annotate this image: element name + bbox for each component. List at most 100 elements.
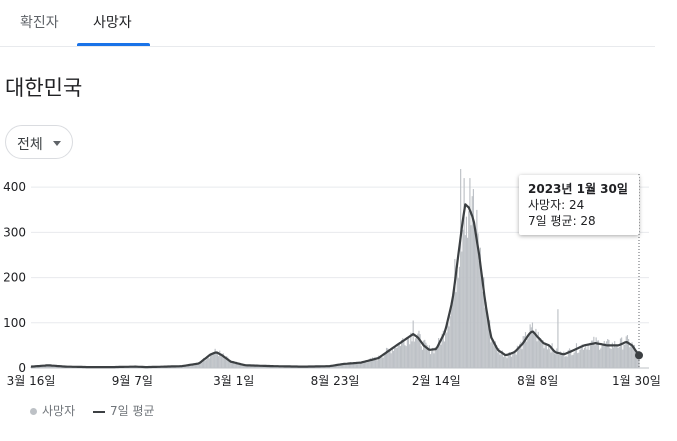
daily-bar xyxy=(224,357,227,368)
daily-bar xyxy=(502,356,505,368)
tab-deaths[interactable]: 사망자 xyxy=(93,15,132,31)
daily-bar xyxy=(473,225,476,368)
daily-bar xyxy=(571,355,573,368)
x-tick-label: 9월 7일 xyxy=(112,374,153,388)
daily-bar xyxy=(411,341,413,368)
daily-bar xyxy=(333,365,335,368)
chart-tooltip: 2023년 1월 30일 사망자: 24 7일 평균: 28 xyxy=(519,175,639,235)
daily-bar xyxy=(464,235,466,368)
x-tick-label: 8월 23일 xyxy=(311,374,360,388)
daily-bar xyxy=(497,352,499,368)
daily-bar xyxy=(505,356,507,368)
daily-bar xyxy=(345,364,347,368)
daily-bar xyxy=(407,337,410,368)
daily-bar xyxy=(50,365,52,368)
x-tick-label: 3월 1일 xyxy=(213,374,254,388)
daily-bar xyxy=(593,336,595,368)
daily-bar xyxy=(339,365,341,368)
daily-bar xyxy=(187,365,190,368)
daily-bar xyxy=(498,348,500,368)
daily-bar xyxy=(200,362,202,368)
daily-bar xyxy=(265,366,267,368)
daily-bar xyxy=(391,348,393,368)
daily-bar xyxy=(197,363,199,368)
daily-bar xyxy=(438,338,440,368)
daily-bar xyxy=(457,278,459,368)
daily-bar xyxy=(629,347,631,368)
daily-bar xyxy=(53,366,55,368)
daily-bar xyxy=(485,302,487,368)
daily-bar xyxy=(54,366,56,368)
daily-bar xyxy=(412,320,414,368)
average-line xyxy=(30,203,640,369)
daily-bar xyxy=(346,363,348,368)
daily-bar xyxy=(608,339,610,368)
daily-bar xyxy=(605,341,608,368)
daily-bar xyxy=(395,347,397,368)
daily-bar xyxy=(384,354,386,368)
daily-bar xyxy=(522,336,524,368)
daily-bar xyxy=(487,321,490,368)
filter-dropdown[interactable]: 전체 xyxy=(5,125,73,159)
tab-cases[interactable]: 확진자 xyxy=(20,15,59,31)
daily-bar xyxy=(402,338,404,368)
daily-bar xyxy=(220,353,222,368)
daily-bar xyxy=(480,272,483,368)
daily-bar xyxy=(235,361,237,368)
daily-bar xyxy=(596,340,598,368)
daily-bar xyxy=(212,354,214,368)
daily-bar xyxy=(216,353,219,368)
daily-bar xyxy=(242,364,244,368)
daily-bar xyxy=(616,346,618,368)
daily-bar xyxy=(252,366,254,368)
daily-bar xyxy=(599,349,601,368)
daily-bar xyxy=(208,358,210,368)
daily-bar xyxy=(194,364,197,368)
y-tick-label: 200 xyxy=(3,271,26,285)
daily-bar xyxy=(403,339,405,368)
daily-bar xyxy=(37,366,39,368)
daily-bar xyxy=(581,344,583,368)
daily-bar xyxy=(47,365,49,368)
daily-bar xyxy=(367,362,369,368)
daily-bar xyxy=(201,362,203,368)
daily-bar xyxy=(234,362,236,368)
daily-bar xyxy=(229,361,231,368)
daily-bar xyxy=(567,350,569,368)
daily-bar xyxy=(541,342,543,368)
daily-bar xyxy=(436,348,439,368)
daily-bar xyxy=(45,365,47,368)
daily-bar xyxy=(583,347,586,368)
daily-bar xyxy=(218,356,220,368)
daily-bar xyxy=(462,229,464,368)
tooltip-deaths: 사망자: 24 xyxy=(528,198,585,212)
daily-bar xyxy=(587,344,589,368)
daily-bar xyxy=(418,330,420,368)
daily-bar xyxy=(634,349,637,368)
daily-bar xyxy=(618,346,620,368)
daily-bar xyxy=(48,365,51,368)
daily-bar xyxy=(501,350,503,368)
daily-bar xyxy=(465,216,468,368)
daily-bar xyxy=(537,331,539,368)
daily-bar xyxy=(526,341,528,368)
daily-bar xyxy=(262,366,264,368)
daily-bar xyxy=(406,337,408,368)
daily-bar xyxy=(519,343,521,368)
daily-bar xyxy=(527,338,529,368)
daily-bar xyxy=(602,343,604,368)
daily-bar xyxy=(439,340,441,368)
daily-bar xyxy=(495,344,498,368)
daily-bar xyxy=(612,347,615,368)
daily-bar xyxy=(621,337,623,368)
daily-bar xyxy=(241,363,243,368)
daily-bar xyxy=(489,320,491,368)
daily-bar xyxy=(258,366,260,368)
daily-bar xyxy=(511,356,513,368)
daily-bar xyxy=(585,344,587,368)
daily-bar xyxy=(249,365,251,368)
daily-bar xyxy=(192,364,194,368)
deaths-chart[interactable]: 0 100 200 300 400 3월 16일 9월 7일 3월 1일 8월 23일 2월 14… xyxy=(0,160,660,395)
x-tick-label: 3월 16일 xyxy=(7,374,56,388)
daily-bar xyxy=(223,355,225,368)
